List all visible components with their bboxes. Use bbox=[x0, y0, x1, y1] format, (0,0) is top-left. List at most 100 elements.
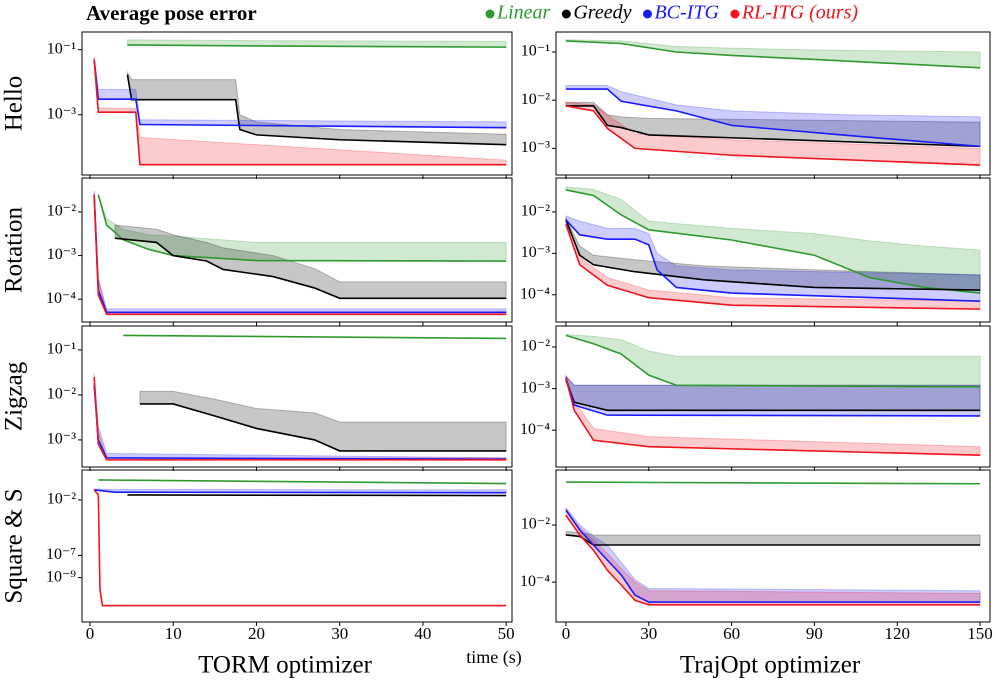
x-tick-label: 30 bbox=[640, 624, 657, 643]
series-line bbox=[98, 479, 507, 485]
panel-frame bbox=[81, 469, 513, 623]
error-band bbox=[126, 70, 507, 146]
plot-area bbox=[565, 186, 981, 310]
y-tick-label: 10⁻⁴ bbox=[46, 290, 76, 307]
series-line bbox=[114, 237, 507, 300]
plot-area bbox=[565, 39, 981, 166]
series-line bbox=[565, 334, 981, 388]
legend-label: Linear bbox=[496, 2, 551, 24]
legend-marker bbox=[561, 9, 571, 19]
y-tick-label: 10⁻¹ bbox=[47, 40, 76, 57]
series-line bbox=[565, 509, 981, 603]
plot-area bbox=[93, 479, 507, 607]
series-line bbox=[565, 224, 981, 310]
legend-item: RL-ITG (ours) bbox=[730, 2, 858, 24]
y-tick-label: 10⁻⁴ bbox=[520, 285, 550, 302]
series-line bbox=[565, 481, 981, 485]
series-line bbox=[565, 514, 981, 606]
series-line bbox=[127, 44, 507, 48]
error-band bbox=[565, 530, 981, 546]
panel-frame bbox=[81, 177, 513, 323]
chart-title: Average pose error bbox=[86, 1, 257, 25]
x-tick-label: 20 bbox=[248, 624, 265, 643]
plot-area bbox=[93, 39, 507, 166]
y-tick-label: 10⁻⁷ bbox=[46, 546, 76, 563]
y-tick-label: 10⁻³ bbox=[521, 139, 550, 156]
legend-label: BC-ITG bbox=[654, 2, 719, 24]
legend-label: Greedy bbox=[573, 2, 631, 24]
series-line bbox=[565, 219, 981, 302]
row-label: Zigzag bbox=[1, 361, 28, 431]
x-tick-label: 10 bbox=[165, 624, 182, 643]
series-line bbox=[139, 403, 507, 452]
series-line bbox=[123, 334, 507, 340]
y-tick-label: 10⁻³ bbox=[521, 379, 550, 396]
y-tick-label: 10⁻² bbox=[521, 338, 550, 355]
panel-frame bbox=[555, 325, 991, 468]
legend-item: Linear bbox=[485, 2, 551, 24]
panel-frame bbox=[555, 177, 991, 323]
y-tick-label: 10⁻³ bbox=[47, 105, 76, 122]
series-line bbox=[93, 194, 507, 316]
row-label: Rotation bbox=[1, 206, 28, 293]
y-tick-label: 10⁻² bbox=[521, 91, 550, 108]
y-tick-label: 10⁻⁴ bbox=[520, 573, 550, 590]
plot-area bbox=[93, 191, 507, 316]
row-label: Hello bbox=[1, 76, 28, 132]
series-line bbox=[565, 219, 981, 291]
error-band bbox=[139, 390, 507, 452]
x-axis-label: TORM optimizer bbox=[198, 652, 373, 679]
x-tick-label: 120 bbox=[884, 624, 910, 643]
y-tick-label: 10⁻³ bbox=[521, 244, 550, 261]
y-tick-label: 10⁻² bbox=[521, 203, 550, 220]
error-band bbox=[97, 194, 507, 262]
y-tick-label: 10⁻¹ bbox=[521, 43, 550, 60]
series-line bbox=[565, 534, 981, 546]
series-line bbox=[565, 105, 981, 166]
panel-frame bbox=[81, 31, 513, 176]
error-band bbox=[93, 56, 507, 166]
x-unit-label: time (s) bbox=[466, 647, 522, 668]
x-tick-label: 0 bbox=[562, 624, 571, 643]
x-tick-label: 50 bbox=[498, 624, 515, 643]
y-tick-label: 10⁻² bbox=[521, 516, 550, 533]
y-tick-label: 10⁻⁹ bbox=[46, 568, 76, 585]
y-tick-label: 10⁻³ bbox=[47, 431, 76, 448]
y-tick-label: 10⁻² bbox=[47, 203, 76, 220]
legend-marker bbox=[642, 9, 652, 19]
series-line bbox=[565, 40, 981, 69]
x-axis-label: TrajOpt optimizer bbox=[680, 652, 861, 679]
x-tick-label: 60 bbox=[723, 624, 740, 643]
y-tick-label: 10⁻⁴ bbox=[520, 421, 550, 438]
series-line bbox=[127, 494, 507, 497]
series-line bbox=[565, 189, 981, 294]
legend-label: RL-ITG (ours) bbox=[741, 2, 858, 24]
x-tick-label: 150 bbox=[967, 624, 993, 643]
y-tick-label: 10⁻¹ bbox=[47, 341, 76, 358]
series-line bbox=[565, 105, 981, 148]
plot-area bbox=[93, 334, 507, 461]
legend-item: BC-ITG bbox=[642, 2, 719, 24]
legend-marker bbox=[730, 9, 740, 19]
series-line bbox=[93, 489, 507, 607]
row-label: Square & S bbox=[1, 488, 28, 603]
plot-area bbox=[565, 481, 981, 606]
legend-item: Greedy bbox=[561, 2, 632, 24]
x-tick-label: 90 bbox=[806, 624, 823, 643]
x-tick-label: 40 bbox=[414, 624, 431, 643]
panel-frame bbox=[555, 469, 991, 623]
legend-marker bbox=[485, 9, 495, 19]
x-tick-label: 0 bbox=[86, 624, 95, 643]
panel-frame bbox=[555, 31, 991, 176]
y-tick-label: 10⁻² bbox=[47, 491, 76, 508]
panel-frame bbox=[81, 325, 513, 468]
series-line bbox=[93, 59, 507, 166]
series-line bbox=[93, 376, 507, 461]
series-line bbox=[97, 194, 507, 262]
plot-area bbox=[565, 333, 981, 456]
series-line bbox=[94, 489, 507, 494]
error-band bbox=[565, 333, 981, 388]
y-tick-label: 10⁻² bbox=[47, 386, 76, 403]
x-tick-label: 30 bbox=[331, 624, 348, 643]
